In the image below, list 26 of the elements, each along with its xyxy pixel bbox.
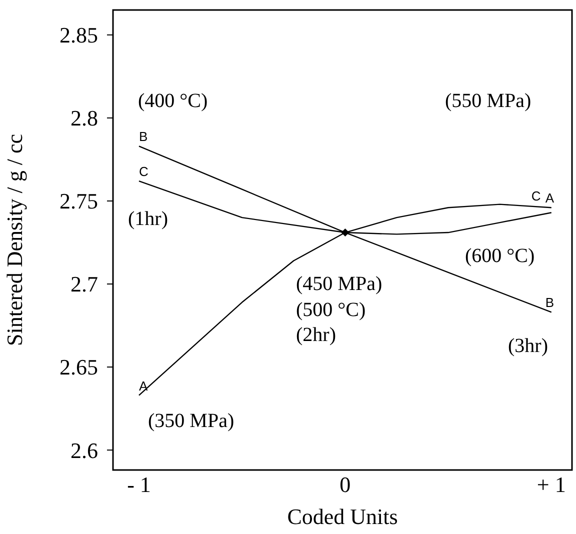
x-axis-title: Coded Units [287, 504, 398, 529]
series-label: A [138, 378, 148, 394]
y-tick-label: 2.6 [70, 438, 98, 463]
y-tick-label: 2.75 [60, 188, 98, 214]
y-axis-title: Sintered Density / g / cc [2, 134, 27, 346]
x-tick-label: - 1 [127, 472, 151, 497]
annotation: (500 °C) [296, 299, 366, 321]
text: A [545, 190, 554, 206]
x-tick-label: 0 [340, 472, 351, 497]
text: C [531, 188, 541, 204]
annotation: (600 °C) [465, 245, 535, 267]
text: B [138, 129, 148, 144]
annotation: (350 MPa) [148, 410, 234, 432]
y-tick-label: 2.8 [70, 106, 98, 131]
y-tick-label: 2.7 [70, 272, 98, 297]
annotation: (450 MPa) [296, 273, 382, 295]
annotation: (1hr) [128, 208, 168, 230]
annotation: (3hr) [508, 335, 548, 357]
annotation: (2hr) [296, 324, 336, 346]
annotation: (400 °C) [138, 90, 208, 112]
annotation: (550 MPa) [445, 90, 532, 112]
y-tick-label: 2.65 [60, 354, 98, 380]
x-tick-label: + 1 [536, 472, 566, 497]
y-tick-label: 2.85 [60, 22, 98, 48]
series-label: B [545, 295, 554, 310]
series-label: C [138, 164, 148, 180]
